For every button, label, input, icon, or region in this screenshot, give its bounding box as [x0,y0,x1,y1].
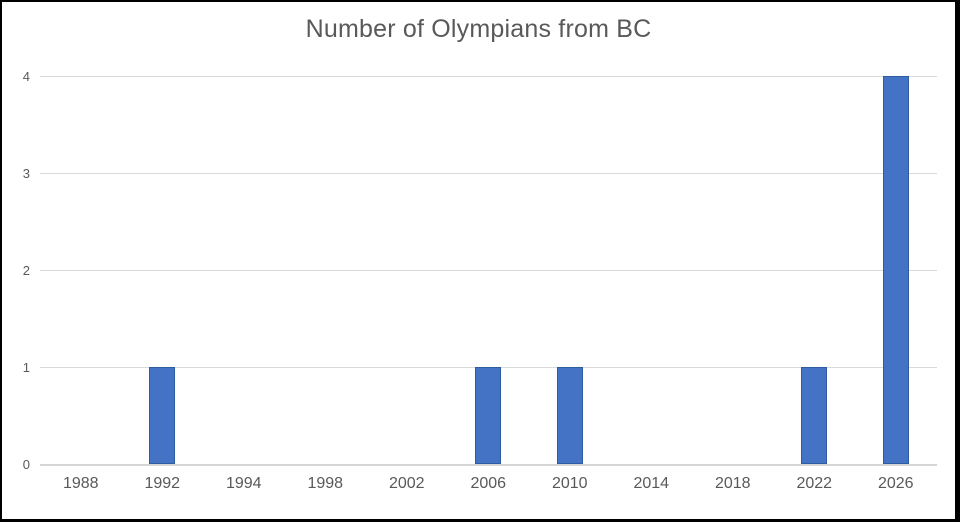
y-axis-tick-label: 1 [22,360,30,375]
chart-title: Number of Olympians from BC [305,15,652,43]
gridline-y-2 [40,270,937,271]
y-axis-tick-label: 3 [22,166,30,181]
bar-2010 [556,367,583,464]
y-axis-tick-label: 2 [22,263,30,278]
x-axis-tick-label: 2006 [470,475,507,492]
bar-2006 [475,367,502,464]
y-axis-tick-label: 4 [22,69,30,84]
x-axis-tick-label: 2002 [388,475,425,492]
x-axis-tick-label: 2022 [796,475,833,492]
x-axis-tick-label: 2018 [714,475,751,492]
x-axis-tick-label: 2010 [551,475,588,492]
gridline-y-3 [40,173,937,174]
x-axis-tick-label: 2026 [877,475,914,492]
y-axis-tick-label: 0 [22,457,30,472]
x-axis-tick-label: 1988 [62,475,99,492]
x-axis-line [40,464,937,466]
bar-1992 [149,367,176,464]
x-axis-tick-label: 1992 [144,475,181,492]
x-axis-tick-label: 1994 [225,475,262,492]
bar-2026 [882,76,909,464]
gridline-y-4 [40,76,937,77]
x-axis-tick-label: 2014 [633,475,670,492]
x-axis-tick-label: 1998 [307,475,344,492]
bar-2022 [801,367,828,464]
